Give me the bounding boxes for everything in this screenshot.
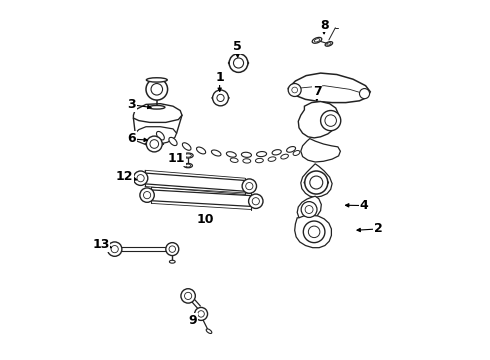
Ellipse shape (304, 180, 328, 185)
Ellipse shape (255, 158, 263, 163)
Polygon shape (298, 102, 339, 138)
Circle shape (320, 111, 341, 131)
Text: 6: 6 (127, 132, 136, 145)
Ellipse shape (183, 153, 193, 158)
Polygon shape (301, 164, 332, 197)
Circle shape (213, 90, 228, 106)
Ellipse shape (170, 260, 175, 263)
Polygon shape (294, 215, 331, 248)
Ellipse shape (243, 159, 251, 163)
Circle shape (303, 221, 325, 243)
Circle shape (292, 87, 297, 93)
Circle shape (166, 243, 179, 256)
Ellipse shape (182, 143, 191, 150)
Polygon shape (135, 127, 176, 145)
Circle shape (245, 183, 253, 190)
Circle shape (146, 78, 168, 100)
Text: 4: 4 (360, 199, 368, 212)
Ellipse shape (327, 43, 331, 45)
Circle shape (147, 136, 162, 152)
Text: 3: 3 (127, 98, 136, 111)
Ellipse shape (196, 147, 206, 154)
Polygon shape (301, 139, 341, 162)
Text: 2: 2 (374, 222, 383, 235)
Circle shape (111, 246, 118, 253)
Text: 13: 13 (92, 238, 110, 251)
Polygon shape (133, 104, 182, 122)
Circle shape (305, 171, 328, 194)
Ellipse shape (325, 42, 333, 46)
Circle shape (150, 140, 159, 148)
Ellipse shape (226, 152, 236, 157)
Circle shape (169, 246, 175, 252)
Circle shape (151, 84, 163, 95)
Ellipse shape (293, 150, 300, 156)
Text: 8: 8 (320, 19, 328, 32)
Circle shape (310, 176, 323, 189)
Ellipse shape (206, 329, 212, 333)
Circle shape (252, 198, 259, 205)
Circle shape (233, 58, 244, 68)
Polygon shape (297, 196, 321, 221)
Circle shape (198, 311, 204, 317)
Ellipse shape (287, 147, 295, 152)
Ellipse shape (242, 152, 251, 157)
Circle shape (137, 175, 144, 182)
Ellipse shape (212, 96, 229, 100)
Ellipse shape (228, 61, 248, 65)
Circle shape (107, 242, 122, 256)
Circle shape (133, 171, 148, 185)
Ellipse shape (148, 105, 165, 109)
Circle shape (360, 89, 369, 99)
Polygon shape (288, 73, 370, 103)
Circle shape (242, 179, 257, 193)
Circle shape (248, 194, 263, 208)
Text: 5: 5 (233, 40, 242, 53)
Ellipse shape (211, 150, 221, 156)
Ellipse shape (281, 154, 289, 159)
Circle shape (144, 192, 151, 199)
Circle shape (301, 202, 317, 217)
Ellipse shape (312, 37, 322, 43)
Circle shape (308, 226, 320, 238)
Circle shape (229, 54, 248, 72)
Text: 10: 10 (196, 213, 214, 226)
Circle shape (217, 94, 224, 102)
Text: 7: 7 (313, 85, 321, 98)
Circle shape (181, 289, 196, 303)
Ellipse shape (145, 142, 164, 146)
Text: 9: 9 (189, 314, 197, 327)
Circle shape (140, 188, 154, 202)
Circle shape (305, 206, 313, 213)
Circle shape (195, 307, 208, 320)
Ellipse shape (184, 163, 193, 168)
Circle shape (288, 84, 301, 96)
Ellipse shape (185, 154, 192, 157)
Ellipse shape (272, 150, 281, 155)
Text: 11: 11 (168, 152, 185, 165)
Circle shape (325, 115, 337, 126)
Text: 12: 12 (116, 170, 133, 183)
Ellipse shape (230, 158, 238, 162)
Ellipse shape (268, 157, 276, 161)
Ellipse shape (156, 131, 164, 140)
Ellipse shape (186, 164, 191, 167)
Ellipse shape (314, 39, 320, 42)
Ellipse shape (257, 152, 267, 157)
Text: 1: 1 (216, 71, 224, 84)
Ellipse shape (147, 78, 167, 82)
Circle shape (185, 292, 192, 300)
Ellipse shape (169, 138, 177, 145)
